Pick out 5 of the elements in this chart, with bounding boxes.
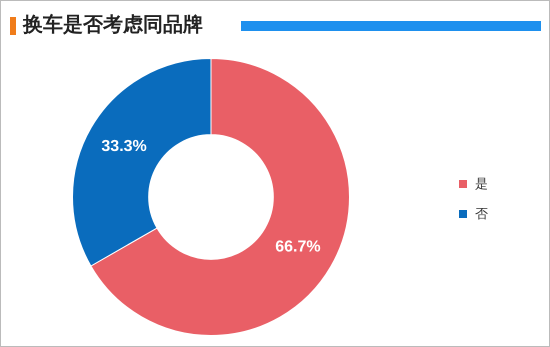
legend-label: 否 bbox=[475, 206, 488, 223]
legend-label: 是 bbox=[475, 176, 488, 193]
data-label: 33.3% bbox=[101, 138, 147, 156]
chart-title: 换车是否考虑同品牌 bbox=[23, 11, 203, 38]
data-label: 66.7% bbox=[275, 238, 321, 256]
